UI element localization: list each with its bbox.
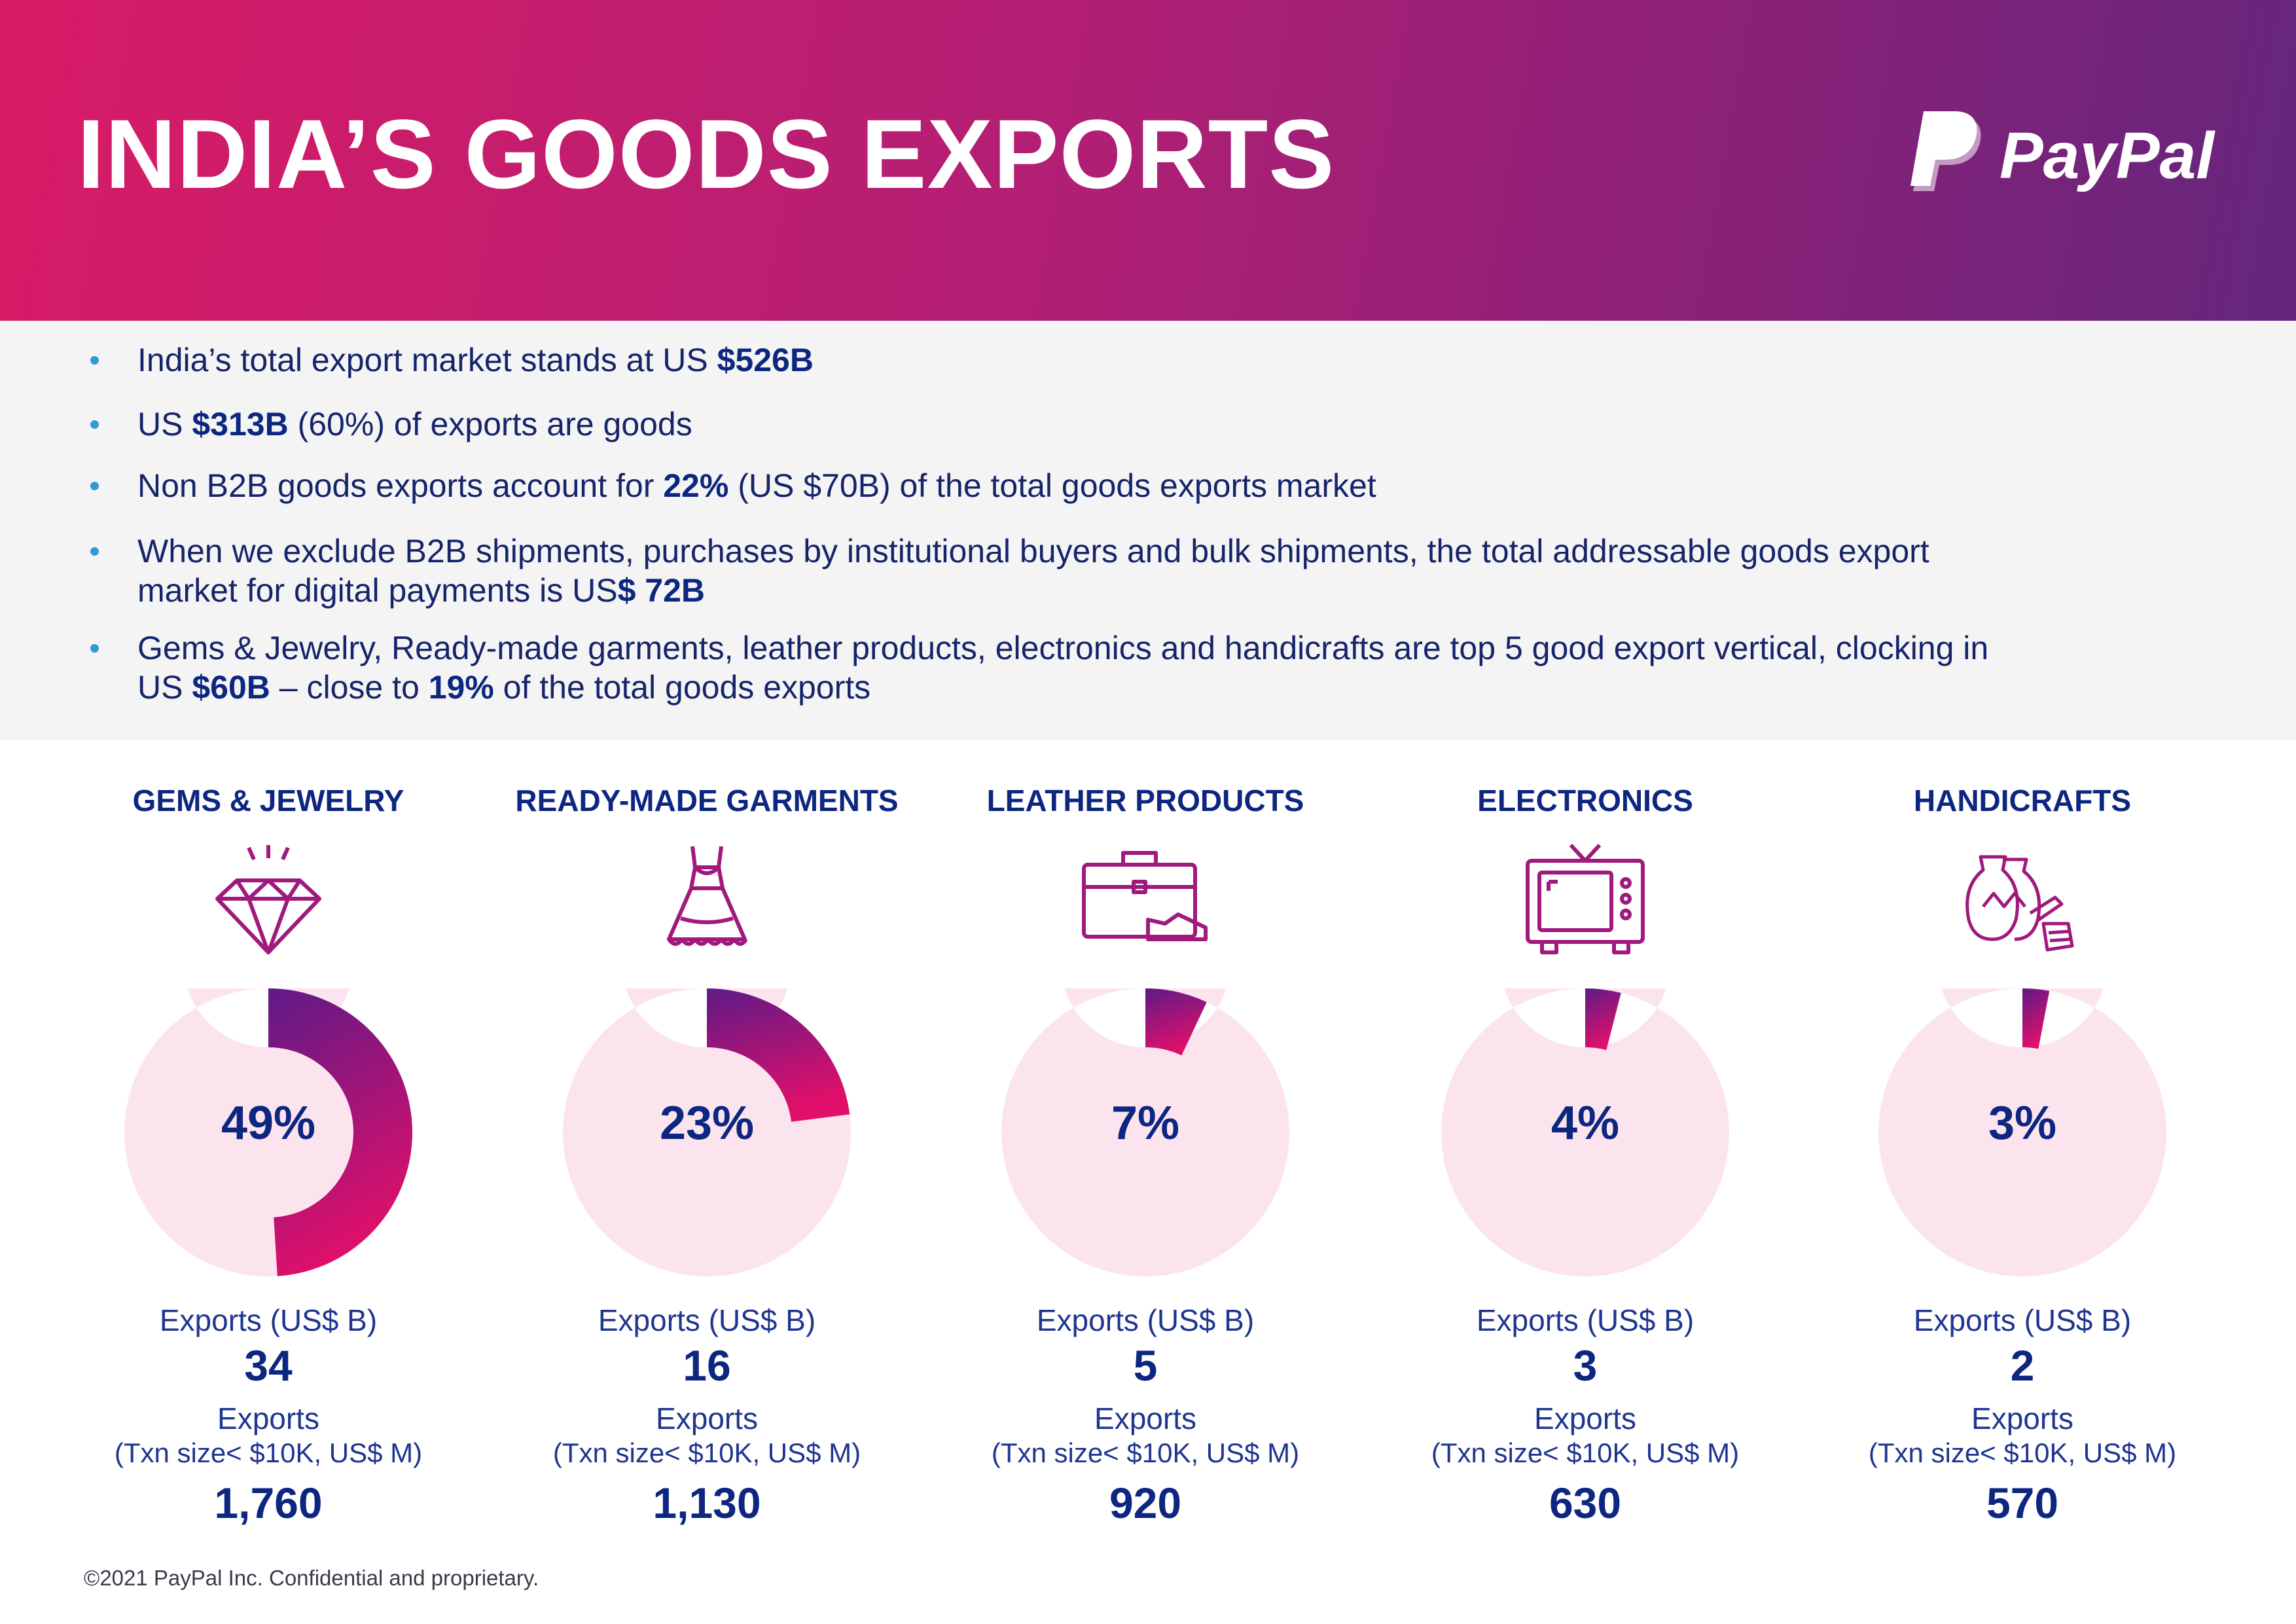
donut-track	[1001, 988, 1289, 1276]
exports-label: Exports (US$ B)	[1476, 1303, 1695, 1337]
txn-label: Exports	[1094, 1401, 1196, 1435]
donut-track	[1878, 988, 2166, 1276]
donut-segment-electronics	[1585, 988, 1621, 1051]
pottery-icon	[1965, 855, 2074, 952]
donut-segment-handicrafts	[2022, 988, 2050, 1049]
share-value-label: 3%	[1988, 1097, 2057, 1149]
txn-sublabel: (Txn size< $10K, US$ M)	[991, 1437, 1300, 1468]
page-title: INDIA’S GOODS EXPORTS	[77, 99, 1335, 209]
share-value-label: 7%	[1111, 1097, 1180, 1149]
donut-segment-gems-jewelry	[268, 988, 412, 1276]
txn-sublabel: (Txn size< $10K, US$ M)	[1431, 1437, 1740, 1468]
donut-segment-leather-products	[1145, 988, 1207, 1056]
summary-panel: India’s total export market stands at US…	[0, 321, 2296, 740]
category-title: HANDICRAFTS	[1913, 784, 2132, 818]
exports-value: 16	[683, 1341, 731, 1390]
bullet-dot	[90, 644, 99, 653]
bullet-non-b2b: Non B2B goods exports account for 22% (U…	[90, 466, 1376, 505]
dress-icon	[667, 846, 748, 946]
share-donut	[1441, 988, 1729, 1276]
briefcase-shoe-icon	[1082, 851, 1208, 941]
category-title: READY-MADE GARMENTS	[515, 784, 899, 818]
bullet-top-verticals: Gems & Jewelry, Ready-made garments, lea…	[90, 628, 1988, 707]
exports-value: 2	[2010, 1341, 2035, 1390]
txn-value: 920	[1109, 1479, 1182, 1527]
category-title: ELECTRONICS	[1477, 784, 1693, 818]
share-donut	[1001, 988, 1289, 1276]
share-value-label: 4%	[1551, 1097, 1620, 1149]
share-value-label: 23%	[659, 1097, 755, 1149]
donut-track	[1441, 988, 1729, 1276]
exports-value: 34	[244, 1341, 293, 1390]
exports-value: 5	[1133, 1341, 1158, 1390]
share-donut	[1878, 988, 2166, 1276]
paypal-p-icon	[1910, 111, 1981, 191]
txn-value: 570	[1986, 1479, 2059, 1527]
exports-label: Exports (US$ B)	[1913, 1303, 2132, 1337]
bullet-addressable-market: When we exclude B2B shipments, purchases…	[90, 532, 1929, 610]
footer-copyright: ©2021 PayPal Inc. Confidential and propr…	[84, 1566, 539, 1590]
category-title: GEMS & JEWELRY	[132, 784, 404, 818]
txn-label: Exports	[656, 1401, 758, 1435]
txn-value: 1,130	[653, 1479, 761, 1527]
paypal-logo: PayPal	[1908, 111, 2222, 196]
txn-sublabel: (Txn size< $10K, US$ M)	[552, 1437, 861, 1468]
share-value-label: 49%	[221, 1097, 316, 1149]
donut-segment-ready-made-garments	[707, 988, 850, 1122]
share-donut	[563, 988, 851, 1276]
category-title: LEATHER PRODUCTS	[986, 784, 1304, 818]
exports-label: Exports (US$ B)	[598, 1303, 816, 1337]
txn-sublabel: (Txn size< $10K, US$ M)	[114, 1437, 423, 1468]
bullet-dot	[90, 482, 99, 490]
bullet-dot	[90, 420, 99, 429]
share-donut	[124, 988, 412, 1276]
txn-label: Exports	[1534, 1401, 1636, 1435]
bullet-goods-share: US $313B (60%) of exports are goods	[90, 405, 692, 444]
exports-label: Exports (US$ B)	[1036, 1303, 1255, 1337]
txn-value: 1,760	[214, 1479, 323, 1527]
txn-label: Exports	[217, 1401, 319, 1435]
bullet-total-exports: India’s total export market stands at US…	[90, 340, 814, 380]
diamond-icon	[215, 845, 321, 954]
bullet-dot	[90, 356, 99, 365]
header-banner: INDIA’S GOODS EXPORTS PayPal	[0, 0, 2296, 321]
txn-label: Exports	[1971, 1401, 2073, 1435]
exports-label: Exports (US$ B)	[159, 1303, 378, 1337]
bullet-dot	[90, 547, 99, 556]
paypal-wordmark: PayPal	[2000, 119, 2215, 192]
txn-value: 630	[1549, 1479, 1622, 1527]
tv-icon	[1526, 843, 1645, 954]
txn-sublabel: (Txn size< $10K, US$ M)	[1868, 1437, 2177, 1468]
exports-value: 3	[1573, 1341, 1598, 1390]
